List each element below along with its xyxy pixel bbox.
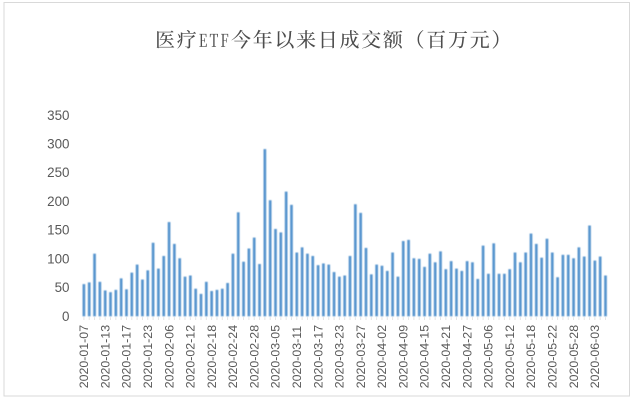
svg-text:100: 100 [47, 251, 69, 266]
svg-text:2020-04-27: 2020-04-27 [460, 325, 474, 388]
svg-text:0: 0 [62, 309, 69, 324]
svg-text:2020-02-12: 2020-02-12 [184, 325, 198, 388]
svg-text:2020-03-11: 2020-03-11 [290, 326, 304, 389]
svg-text:2020-02-24: 2020-02-24 [226, 325, 240, 388]
svg-text:2020-04-09: 2020-04-09 [396, 325, 410, 388]
svg-text:150: 150 [47, 223, 69, 238]
svg-text:2020-01-07: 2020-01-07 [77, 325, 91, 388]
svg-text:2020-05-18: 2020-05-18 [524, 325, 538, 388]
svg-text:2020-03-05: 2020-03-05 [269, 325, 283, 388]
svg-text:2020-01-23: 2020-01-23 [141, 325, 155, 388]
svg-text:50: 50 [55, 280, 70, 295]
svg-text:300: 300 [47, 137, 69, 152]
svg-text:2020-04-21: 2020-04-21 [439, 325, 453, 388]
svg-text:2020-04-15: 2020-04-15 [418, 325, 432, 388]
svg-text:2020-02-28: 2020-02-28 [247, 325, 261, 388]
svg-text:2020-03-27: 2020-03-27 [354, 325, 368, 388]
svg-text:200: 200 [47, 194, 69, 209]
svg-text:2020-01-17: 2020-01-17 [120, 325, 134, 388]
svg-text:2020-05-06: 2020-05-06 [482, 325, 496, 388]
svg-text:2020-05-22: 2020-05-22 [545, 325, 559, 388]
svg-text:2020-03-17: 2020-03-17 [311, 325, 325, 388]
svg-text:2020-03-23: 2020-03-23 [333, 325, 347, 388]
svg-text:250: 250 [47, 165, 69, 180]
svg-text:2020-06-03: 2020-06-03 [588, 325, 602, 388]
svg-text:2020-02-06: 2020-02-06 [162, 325, 176, 388]
svg-text:350: 350 [47, 108, 69, 123]
svg-text:2020-05-28: 2020-05-28 [567, 325, 581, 388]
svg-text:2020-05-12: 2020-05-12 [503, 325, 517, 388]
svg-text:2020-02-18: 2020-02-18 [205, 325, 219, 388]
svg-text:2020-01-13: 2020-01-13 [98, 325, 112, 388]
svg-text:2020-04-02: 2020-04-02 [375, 325, 389, 388]
